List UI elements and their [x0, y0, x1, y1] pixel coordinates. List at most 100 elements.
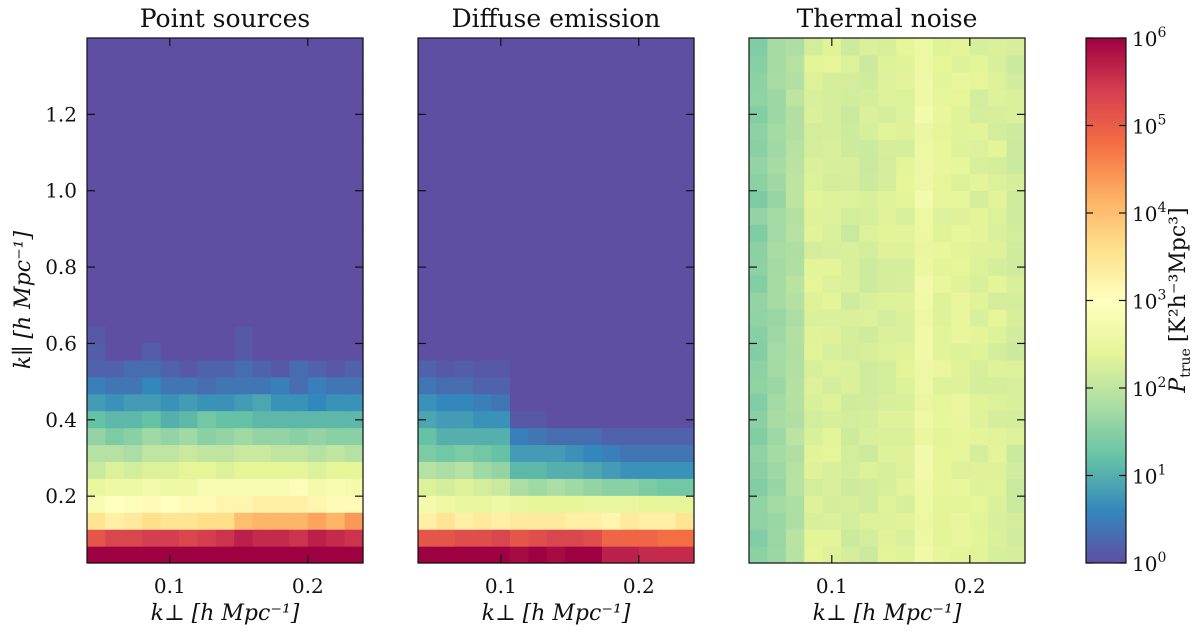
heatmap-cell — [307, 427, 327, 446]
heatmap-cell — [105, 308, 125, 327]
heatmap-cell — [914, 325, 934, 344]
heatmap-cell — [896, 495, 916, 513]
heatmap-cell — [657, 156, 677, 175]
heatmap-cell — [877, 393, 897, 412]
heatmap-cell — [546, 393, 566, 412]
heatmap-cell — [877, 308, 897, 327]
heatmap-cell — [785, 258, 805, 276]
heatmap-cell — [271, 292, 290, 310]
heatmap-cell — [289, 529, 309, 547]
heatmap-cell — [289, 258, 309, 276]
heatmap-cell — [565, 478, 585, 496]
heatmap-cell — [583, 207, 603, 225]
heatmap-cell — [105, 325, 125, 344]
heatmap-cell — [804, 342, 824, 361]
heatmap-cell — [271, 376, 290, 395]
heatmap-cell — [602, 122, 621, 141]
heatmap-cell — [988, 122, 1008, 141]
heatmap-cell — [307, 275, 327, 293]
heatmap-cell — [307, 258, 327, 276]
heatmap-cell — [602, 512, 621, 530]
heatmap-cell — [1006, 122, 1026, 141]
heatmap-cell — [620, 512, 640, 530]
heatmap-cell — [951, 512, 971, 530]
heatmap-cell — [620, 38, 640, 56]
heatmap-cell — [418, 275, 437, 293]
heatmap-cell — [418, 546, 437, 564]
y-tick-label: 1.0 — [45, 179, 77, 203]
heatmap-cell — [307, 393, 327, 412]
heatmap-cell — [326, 207, 346, 225]
heatmap-cell — [160, 359, 180, 378]
heatmap-cell — [583, 495, 603, 513]
heatmap-cell — [510, 241, 529, 259]
heatmap-cell — [675, 410, 695, 429]
heatmap-cell — [491, 122, 511, 141]
heatmap-cell — [565, 38, 585, 56]
heatmap-cell — [271, 275, 290, 293]
heatmap-cell — [528, 139, 548, 158]
heatmap-cell — [418, 376, 437, 395]
heatmap-cell — [988, 325, 1008, 344]
panel-title: Diffuse emission — [452, 4, 661, 33]
heatmap-cell — [638, 546, 658, 564]
heatmap-cell — [620, 105, 640, 124]
heatmap-cell — [436, 427, 456, 446]
heatmap-cell — [896, 139, 916, 158]
heatmap-cell — [344, 207, 364, 225]
heatmap-cell — [1006, 308, 1026, 327]
heatmap-cell — [491, 495, 511, 513]
heatmap-cell — [87, 444, 106, 462]
heatmap-cell — [326, 461, 346, 479]
heatmap-cell — [767, 173, 787, 192]
heatmap-cell — [767, 495, 787, 513]
heatmap-cell — [179, 224, 198, 242]
heatmap-cell — [87, 122, 106, 141]
heatmap-cell — [215, 173, 235, 192]
heatmap-cell — [657, 207, 677, 225]
heatmap-cell — [215, 292, 235, 310]
heatmap-cell — [105, 258, 125, 276]
heatmap-cell — [602, 88, 621, 107]
heatmap-cell — [546, 410, 566, 429]
heatmap-cell — [307, 156, 327, 175]
heatmap-cell — [583, 292, 603, 310]
heatmap-cell — [785, 342, 805, 361]
heatmap-cell — [914, 376, 934, 395]
heatmap-cell — [473, 461, 493, 479]
heatmap-cell — [896, 478, 916, 496]
heatmap-cell — [583, 275, 603, 293]
heatmap-cell — [160, 292, 180, 310]
heatmap-cell — [822, 292, 842, 310]
heatmap-cell — [307, 478, 327, 496]
heatmap-cell — [528, 529, 548, 547]
heatmap-cell — [528, 190, 548, 208]
heatmap-cell — [804, 71, 824, 90]
heatmap-cell — [859, 308, 879, 327]
heatmap-cell — [675, 427, 695, 446]
heatmap-cell — [105, 122, 125, 141]
heatmap-cell — [859, 54, 879, 73]
heatmap-cell — [179, 292, 198, 310]
heatmap-cell — [859, 512, 879, 530]
heatmap-cell — [914, 105, 934, 124]
heatmap-cell — [271, 512, 290, 530]
heatmap-cell — [344, 495, 364, 513]
heatmap-cell — [638, 410, 658, 429]
heatmap-cell — [105, 342, 125, 361]
heatmap-cell — [620, 139, 640, 158]
heatmap-cell — [565, 105, 585, 124]
heatmap-cell — [969, 54, 989, 73]
heatmap-cell — [877, 478, 897, 496]
heatmap-cell — [252, 461, 272, 479]
heatmap-cell — [565, 529, 585, 547]
heatmap-cell — [914, 38, 934, 56]
heatmap-cell — [123, 478, 143, 496]
heatmap-cell — [307, 495, 327, 513]
heatmap-cell — [785, 292, 805, 310]
heatmap-cell — [418, 478, 437, 496]
heatmap-cell — [197, 38, 217, 56]
heatmap-cell — [418, 410, 437, 429]
heatmap-cell — [896, 359, 916, 378]
heatmap-cell — [896, 71, 916, 90]
